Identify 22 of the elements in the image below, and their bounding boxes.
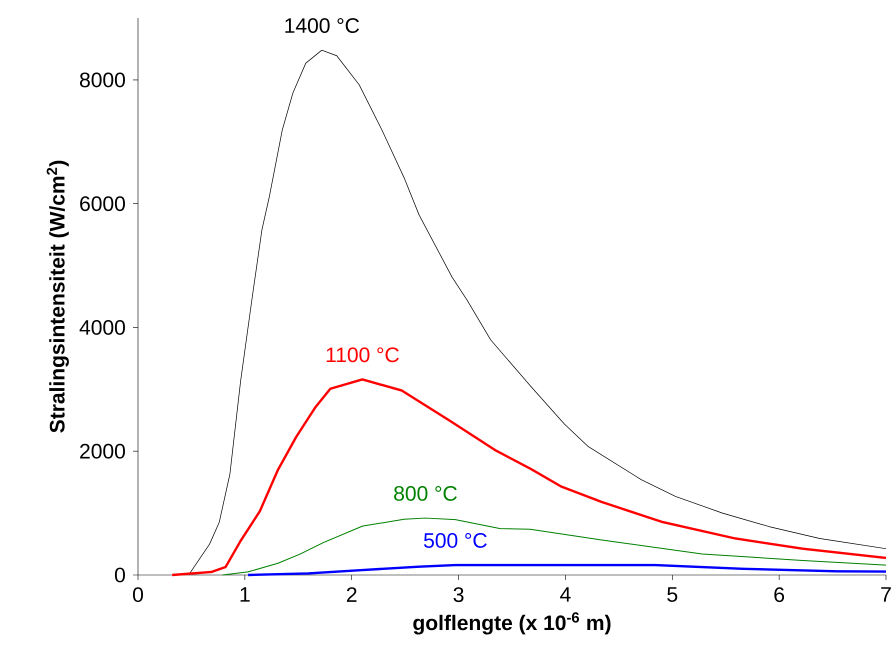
x-tick-label: 5 (667, 587, 678, 602)
y-tick-label: 6000 (80, 196, 125, 212)
line-series (222, 518, 887, 576)
y-tick-label: 0 (114, 568, 125, 582)
series-label: 1100 °C (326, 347, 399, 362)
series-label: 500 °C (424, 533, 487, 548)
x-axis-title: golflengte (x 10$^{-6}$ m) (413, 612, 611, 634)
y-axis-title: Stralingsintensiteit (W/cm$^{2}$) (46, 160, 69, 433)
line-series (246, 564, 888, 576)
x-tick-label: 1 (240, 587, 250, 602)
x-tick-label: 3 (454, 587, 464, 602)
x-tick-label: 6 (774, 587, 784, 602)
y-tick-label: 4000 (80, 320, 125, 335)
x-tick-label: 0 (132, 587, 144, 602)
line-series (171, 378, 888, 576)
series-label: 800 °C (394, 486, 457, 501)
y-tick-label: 8000 (80, 72, 125, 88)
x-tick-label: 4 (560, 587, 571, 602)
y-tick-label: 2000 (80, 444, 125, 459)
x-tick-label: 7 (881, 587, 891, 602)
x-tick-label: 2 (346, 587, 356, 602)
series-label: 1400 °C (285, 18, 360, 33)
